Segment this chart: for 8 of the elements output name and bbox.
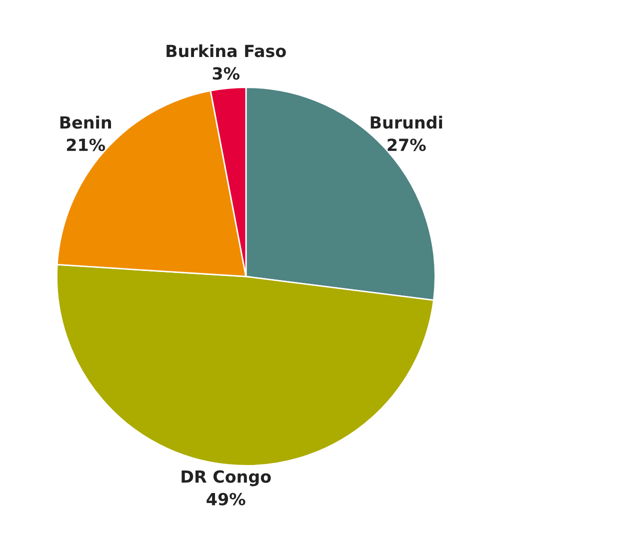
slice-label: Benin xyxy=(60,116,112,129)
slice-label: DR Congo xyxy=(182,470,271,486)
slice-label: Burundi xyxy=(370,116,442,129)
data-label: 21% xyxy=(66,138,106,152)
data-label: 49% xyxy=(206,492,246,506)
slice-label: Burkina Faso xyxy=(166,44,286,58)
data-label: 27% xyxy=(388,138,426,152)
data-label: 3% xyxy=(212,67,240,80)
